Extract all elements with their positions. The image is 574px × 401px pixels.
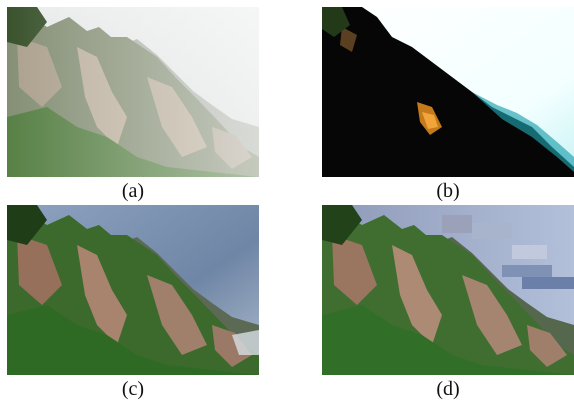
panel-d-image bbox=[322, 205, 574, 375]
panel-b-image bbox=[322, 7, 574, 177]
caption-c: (c) bbox=[121, 378, 145, 400]
caption-d: (d) bbox=[436, 378, 460, 400]
caption-b: (b) bbox=[436, 180, 460, 202]
panel-c-image bbox=[7, 205, 259, 375]
panel-a-image bbox=[7, 7, 259, 177]
caption-a: (a) bbox=[121, 180, 145, 202]
